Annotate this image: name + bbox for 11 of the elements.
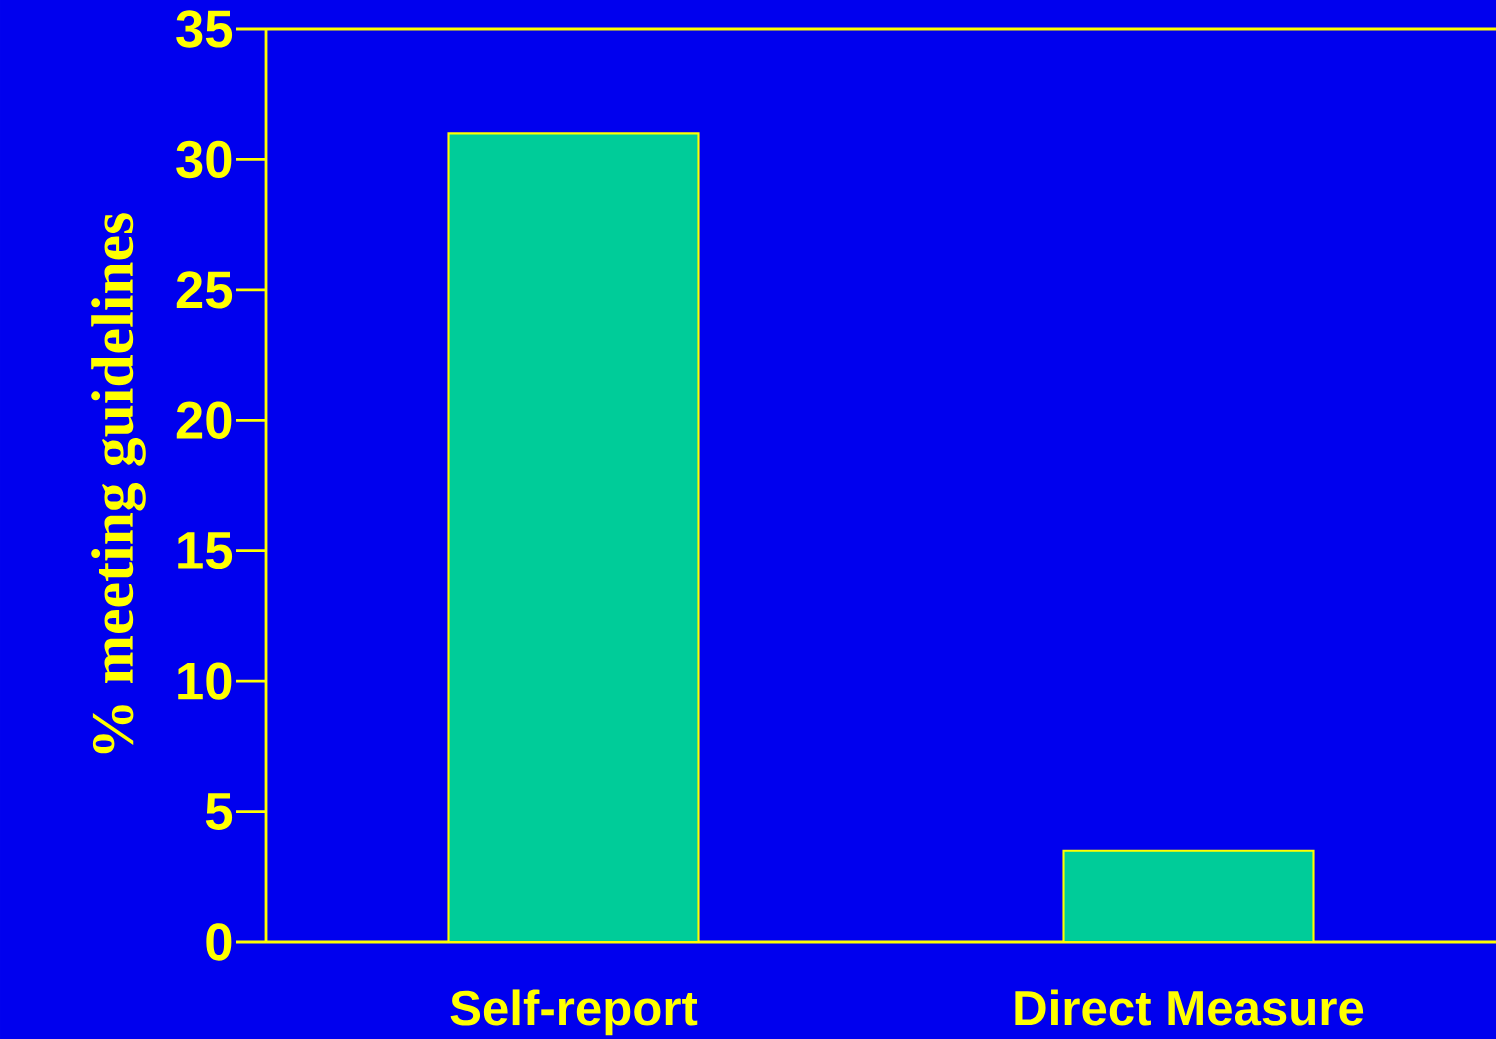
x-tick-label: Direct Measure [1015, 989, 1364, 1026]
y-tick-label: 20 [176, 401, 232, 439]
y-tick-label: 30 [176, 140, 232, 179]
y-tick-label: 0 [206, 923, 232, 961]
x-tick-label: Self-report [450, 989, 698, 1036]
y-tick-label: 10 [178, 662, 232, 700]
y-tick-label: 25 [176, 271, 233, 309]
y-tick-label: 5 [205, 793, 233, 830]
y-tick-label: 35 [176, 10, 233, 48]
y-tick-label: 15 [178, 532, 233, 570]
y-axis-title: % meeting guidelines [91, 213, 146, 754]
